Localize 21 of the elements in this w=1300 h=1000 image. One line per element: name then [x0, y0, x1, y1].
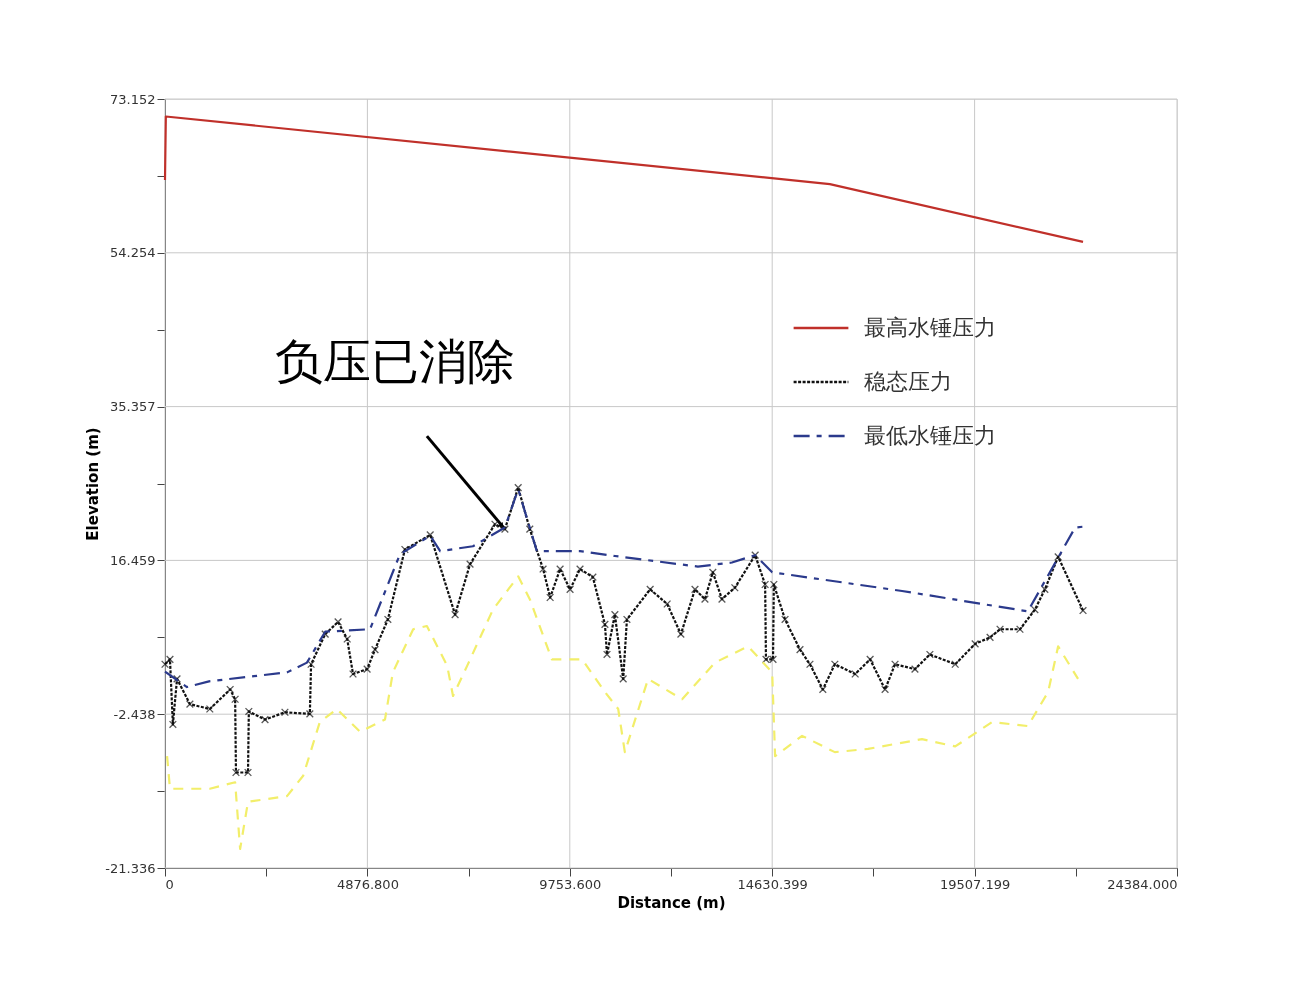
- line-series: [163, 488, 1085, 689]
- x-tick-label: 0: [165, 876, 174, 892]
- legend-label: 最低水锤压力: [864, 423, 996, 448]
- x-tick-label: 19507.199: [939, 876, 1011, 892]
- x-axis-title: Distance (m): [617, 893, 726, 912]
- legend-label: 最高水锤压力: [864, 315, 996, 340]
- line-series: [163, 115, 1085, 243]
- annotation: 负压已消除: [274, 333, 515, 390]
- line-series: [165, 575, 1080, 851]
- legend-label: 稳态压力: [864, 369, 952, 394]
- y-tick-label: 16.459: [110, 552, 156, 568]
- x-tick-label: 4876.800: [336, 876, 399, 892]
- y-tick-label: 73.152: [110, 91, 156, 107]
- x-tick-label: 24384.000: [1107, 876, 1178, 892]
- x-tick-label: 9753.600: [539, 876, 602, 892]
- y-axis-title: Elevation (m): [84, 427, 103, 541]
- y-tick-label: 35.357: [110, 399, 156, 415]
- y-tick-label: -21.336: [105, 860, 156, 876]
- x-tick-label: 14630.399: [737, 876, 808, 892]
- y-tick-label: -2.438: [113, 706, 156, 722]
- y-tick-label: 54.254: [110, 245, 156, 261]
